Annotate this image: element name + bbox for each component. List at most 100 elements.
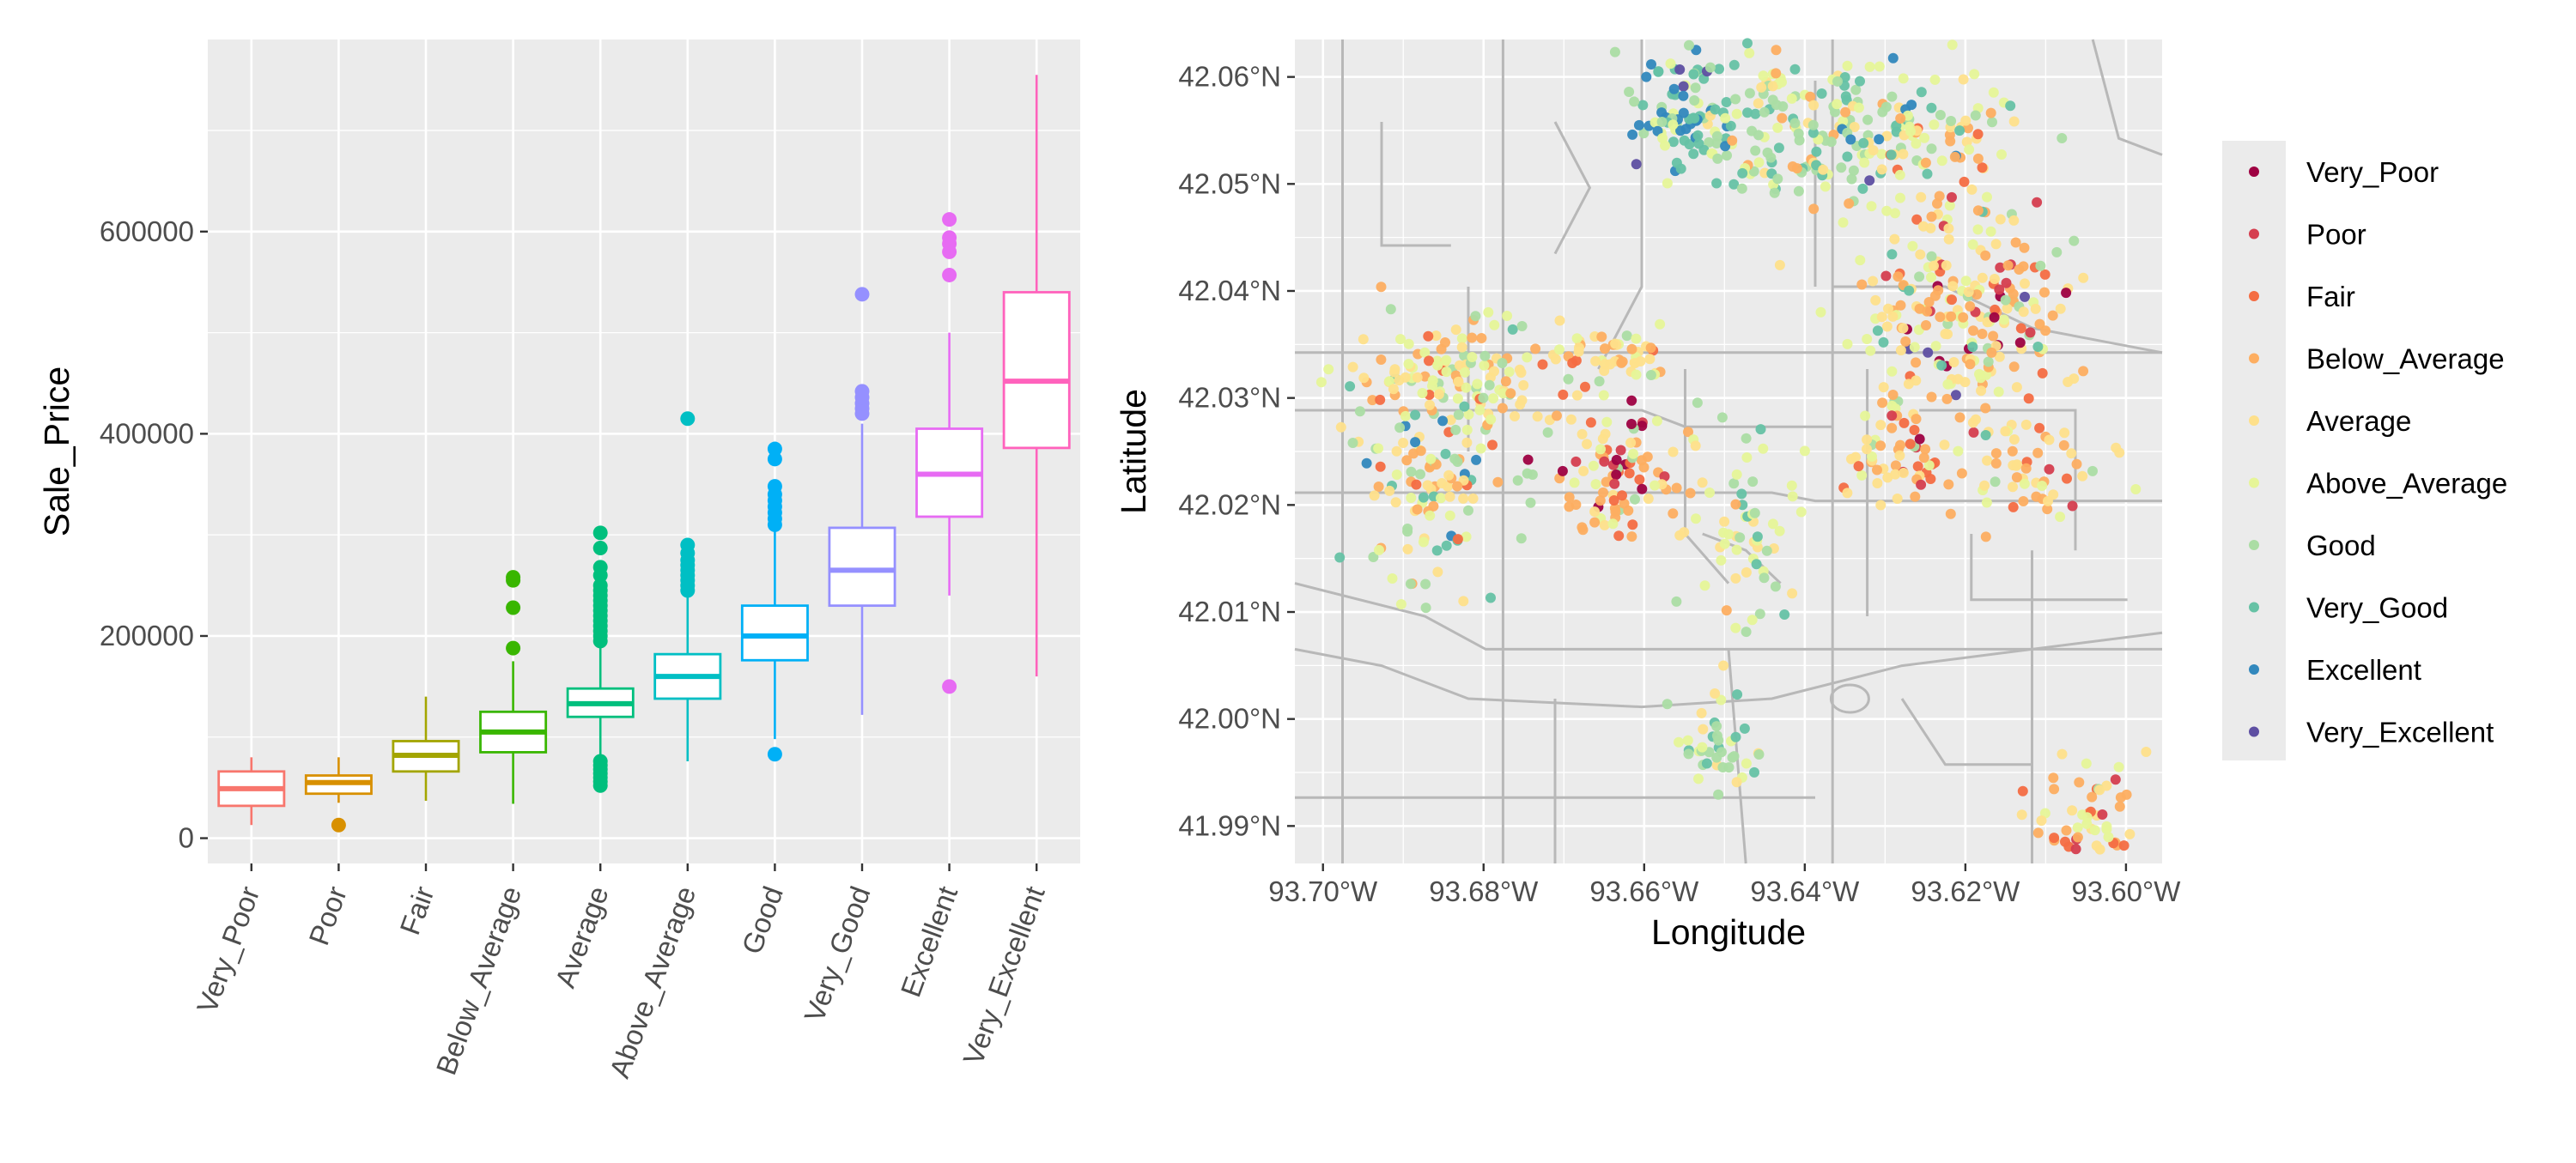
map-point-Below_Average bbox=[1645, 342, 1656, 354]
map-point-Average bbox=[1889, 233, 1900, 245]
map-point-Average bbox=[2016, 809, 2027, 821]
box-Very_Good bbox=[828, 287, 896, 715]
map-point-Above_Average bbox=[1772, 122, 1783, 133]
map-point-Below_Average bbox=[1895, 113, 1906, 124]
map-point-Very_Poor bbox=[1611, 469, 1622, 480]
box-outlier bbox=[767, 451, 782, 467]
map-point-Very_Good bbox=[1840, 91, 1851, 102]
map-point-Below_Average bbox=[1805, 91, 1816, 102]
map-point-Poor bbox=[1886, 410, 1898, 421]
map-y-axis-title: Latitude bbox=[1114, 389, 1153, 514]
map-point-Very_Poor bbox=[1611, 454, 1622, 465]
map-point-Good bbox=[1394, 422, 1406, 433]
map-interchange bbox=[1829, 683, 1870, 714]
map-point-Above_Average bbox=[1662, 178, 1673, 189]
map-point-Good bbox=[2000, 294, 2011, 306]
map-point-Below_Average bbox=[1505, 388, 1516, 399]
map-point-Good bbox=[1450, 424, 1461, 435]
map-point-Below_Average bbox=[1945, 508, 1956, 519]
map-point-Below_Average bbox=[1373, 482, 1384, 492]
map-point-Below_Average bbox=[1844, 198, 1855, 209]
map-point-Above_Average bbox=[1699, 580, 1710, 591]
box-outlier bbox=[506, 570, 521, 585]
map-point-Above_Average bbox=[1674, 736, 1684, 748]
map-point-Above_Average bbox=[2037, 481, 2048, 491]
map-point-Average bbox=[1862, 444, 1872, 455]
map-point-Good bbox=[1452, 457, 1463, 467]
legend-label-Excellent: Excellent bbox=[2306, 654, 2421, 686]
map-point-Very_Good bbox=[1653, 66, 1664, 77]
map-point-Average bbox=[1456, 342, 1467, 353]
map-point-Above_Average bbox=[1859, 157, 1870, 168]
map-point-Good bbox=[1516, 533, 1527, 544]
map-point-Above_Average bbox=[1777, 76, 1787, 88]
map-point-Above_Average bbox=[1923, 460, 1935, 471]
boxplot-marks bbox=[217, 75, 1071, 833]
map-point-Good bbox=[1516, 321, 1528, 331]
map-point-Average bbox=[1989, 274, 2000, 284]
map-point-Above_Average bbox=[1461, 382, 1472, 393]
map-point-Very_Poor bbox=[1626, 395, 1637, 406]
map-point-Above_Average bbox=[1588, 460, 1599, 471]
boxplot-x-tick-label: Below_Average bbox=[430, 882, 528, 1079]
map-point-Average bbox=[1458, 493, 1469, 504]
legend-key-Very_Poor bbox=[2249, 167, 2259, 177]
map-point-Average bbox=[1710, 688, 1721, 699]
map-x-tick-label: 93.70°W bbox=[1268, 875, 1378, 907]
map-point-Below_Average bbox=[1771, 68, 1782, 79]
map-point-Average bbox=[1948, 357, 1959, 367]
map-point-Very_Good bbox=[1752, 531, 1763, 542]
map-point-Good bbox=[1402, 524, 1413, 534]
map-point-Above_Average bbox=[1981, 497, 1992, 508]
map-point-Excellent bbox=[1680, 124, 1692, 135]
map-point-Above_Average bbox=[1418, 536, 1429, 548]
map-point-Good bbox=[1722, 150, 1732, 161]
map-point-Fair bbox=[1452, 534, 1463, 545]
box-Very_Excellent bbox=[1002, 75, 1071, 677]
map-point-Above_Average bbox=[1467, 352, 1478, 362]
map-point-Below_Average bbox=[1856, 279, 1868, 290]
map-point-Below_Average bbox=[1571, 500, 1582, 510]
map-point-Excellent bbox=[1437, 415, 1449, 427]
map-point-Average bbox=[2094, 784, 2105, 796]
map-point-Below_Average bbox=[1467, 332, 1478, 343]
map-road bbox=[1380, 122, 1451, 247]
map-point-Above_Average bbox=[1441, 366, 1452, 378]
map-point-Very_Good bbox=[1441, 540, 1452, 551]
map-point-Above_Average bbox=[1866, 201, 1877, 212]
map-point-Above_Average bbox=[1631, 333, 1642, 344]
map-point-Average bbox=[1808, 100, 1820, 111]
boxplot-y-tick-label: 400000 bbox=[100, 417, 194, 449]
map-point-Average bbox=[1565, 414, 1577, 425]
map-point-Below_Average bbox=[1376, 282, 1387, 293]
map-point-Above_Average bbox=[1590, 479, 1601, 490]
map-point-Good bbox=[1862, 114, 1874, 125]
legend-key-Good bbox=[2249, 540, 2259, 550]
map-point-Poor bbox=[1571, 456, 1582, 467]
map-point-Above_Average bbox=[1929, 119, 1940, 130]
map-point-Average bbox=[1842, 488, 1853, 499]
map-point-Below_Average bbox=[1601, 476, 1612, 488]
map-point-Fair bbox=[1853, 461, 1864, 472]
map-point-Above_Average bbox=[1787, 491, 1798, 502]
map-point-Good bbox=[1478, 392, 1489, 403]
box-body bbox=[828, 526, 896, 608]
map-point-Average bbox=[1518, 379, 1529, 391]
map-point-Very_Good bbox=[1811, 146, 1822, 157]
map-point-Poor bbox=[2001, 277, 2012, 288]
map-point-Above_Average bbox=[2072, 822, 2083, 833]
map-point-Good bbox=[2051, 246, 2063, 257]
map-point-Average bbox=[2055, 303, 2066, 314]
map-point-Good bbox=[1990, 476, 2001, 488]
box-outlier bbox=[592, 525, 608, 541]
map-point-Average bbox=[1971, 414, 1981, 425]
map-point-Very_Good bbox=[1684, 139, 1695, 150]
map-point-Very_Good bbox=[1904, 285, 1915, 296]
map-point-Average bbox=[1625, 437, 1637, 448]
map-point-Below_Average bbox=[1626, 531, 1637, 542]
map-point-Good bbox=[1689, 95, 1700, 106]
map-x-tick-label: 93.68°W bbox=[1429, 875, 1539, 907]
map-point-Very_Good bbox=[1789, 64, 1801, 75]
map-point-Average bbox=[1358, 334, 1369, 345]
map-point-Average bbox=[1730, 572, 1741, 584]
